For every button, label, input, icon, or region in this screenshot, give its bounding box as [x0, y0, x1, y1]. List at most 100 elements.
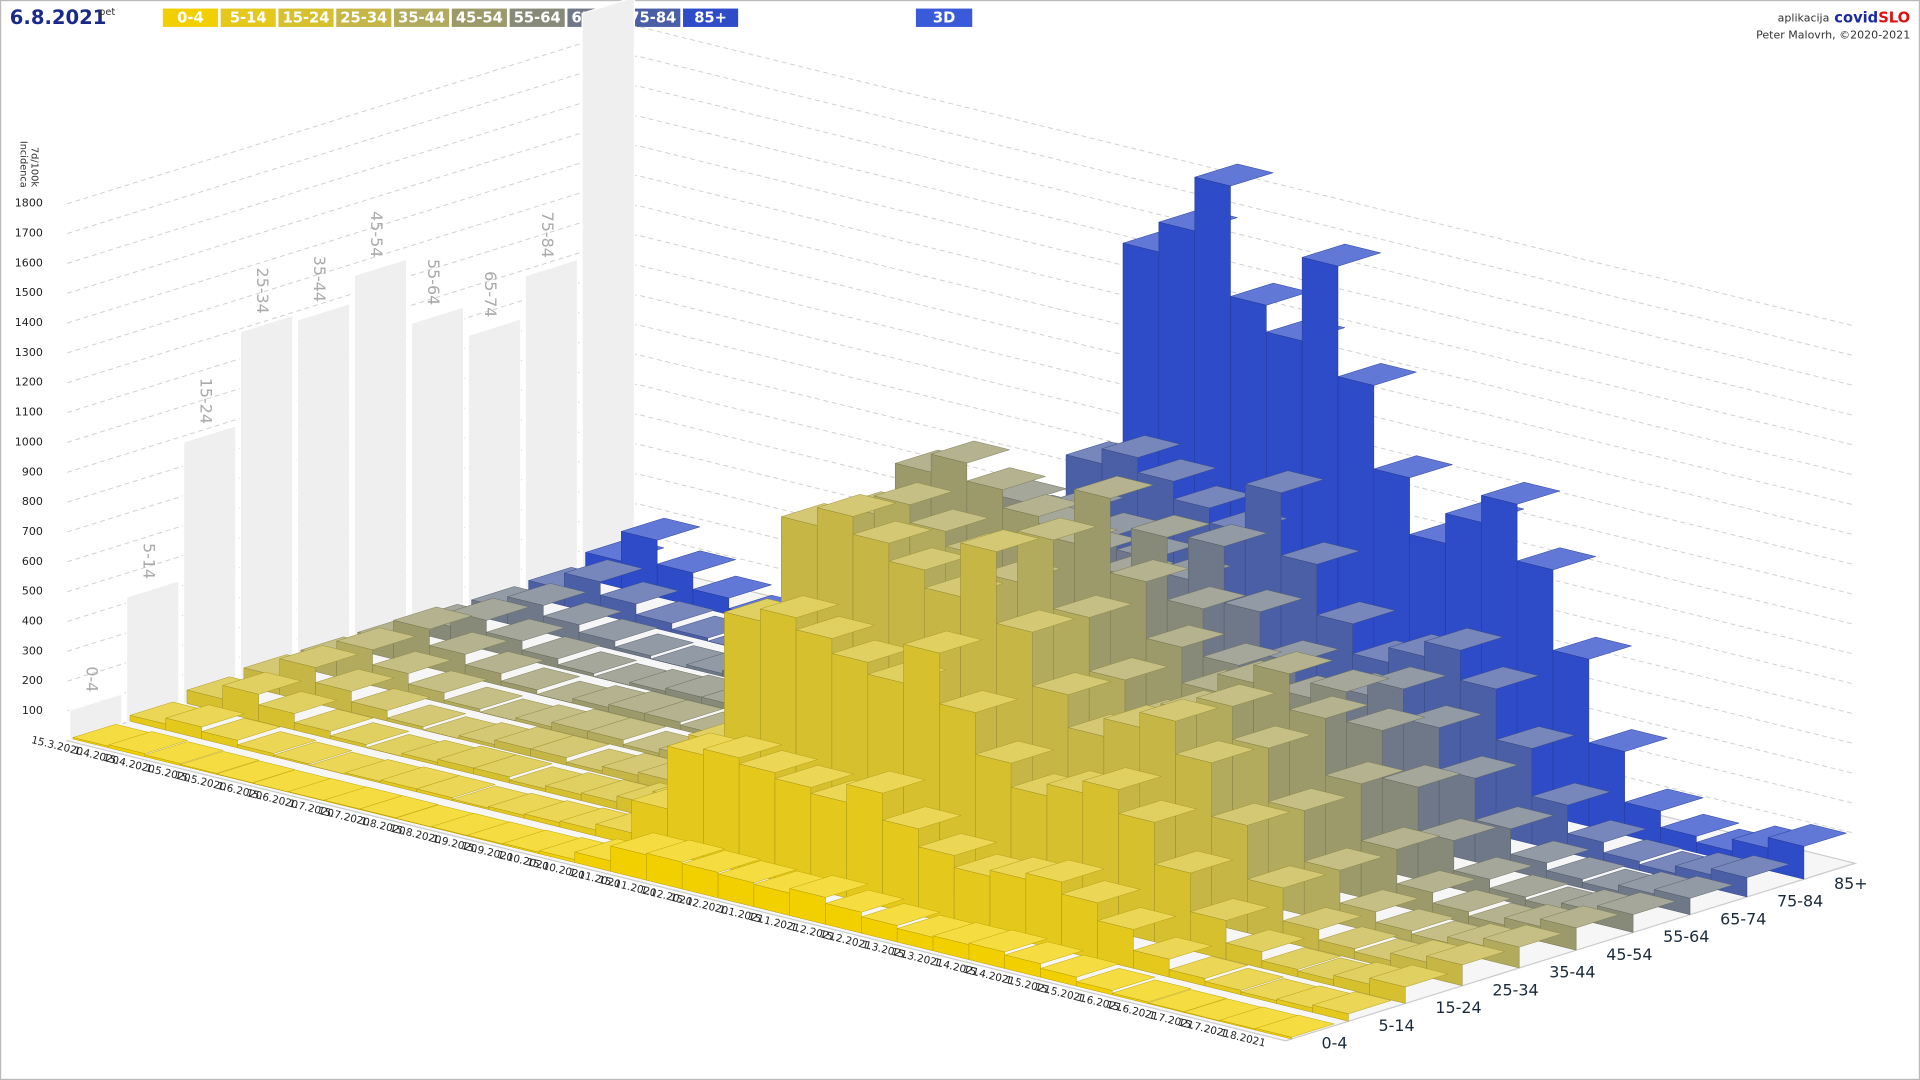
legend: 0-45-1415-2425-3435-4445-5455-6465-7475-… [162, 8, 739, 27]
wall-bar [581, 0, 636, 582]
bar-front [1552, 650, 1590, 827]
legend-swatch[interactable] [625, 8, 681, 27]
bar-front [386, 717, 424, 731]
y-tick-label: 900 [22, 465, 43, 478]
wall-bar [126, 579, 180, 724]
legend-swatch[interactable] [278, 8, 334, 27]
wall-label: 0-4 [82, 666, 101, 692]
wall-bar [239, 314, 294, 688]
wall-label: 15-24 [196, 378, 215, 424]
bar-front [1426, 955, 1463, 987]
y-tick-label: 1100 [15, 406, 43, 419]
bar-front [1004, 954, 1041, 978]
bar-front [1710, 868, 1748, 898]
y-tick-label: 600 [22, 555, 43, 568]
bar-front [1282, 920, 1320, 951]
bar-front [351, 701, 388, 722]
age-label: 5-14 [1378, 1016, 1414, 1035]
age-label: 85+ [1834, 874, 1868, 893]
legend-swatch[interactable] [394, 8, 450, 27]
legend-item[interactable]: 55-64 [509, 8, 565, 27]
bar-front [1312, 1004, 1349, 1022]
legend-label[interactable]: 5-14 [230, 9, 267, 26]
bar-front [443, 699, 481, 713]
bar-front [1225, 942, 1263, 969]
bar-front [1603, 852, 1640, 871]
legend-label[interactable]: 55-64 [514, 9, 561, 26]
bar-front [473, 767, 510, 784]
wall-bar [524, 258, 579, 599]
y-tick-label: 1800 [15, 197, 43, 210]
legend-swatch[interactable] [336, 8, 392, 27]
wall-bar [467, 318, 522, 617]
y-tick-label: 1400 [15, 316, 43, 329]
bar-front [500, 680, 538, 695]
bar-front [614, 646, 652, 660]
bar-front [521, 649, 559, 669]
bar-front [968, 942, 1005, 969]
legend-item[interactable]: 25-34 [336, 8, 392, 27]
age-label: 75-84 [1777, 892, 1823, 911]
legend-label[interactable]: 0-4 [177, 9, 204, 26]
wall-label: 45-54 [367, 211, 386, 257]
bar-front [557, 664, 595, 677]
bar-front [258, 704, 295, 731]
bar-front [1767, 837, 1805, 880]
legend-label[interactable]: 85+ [694, 9, 727, 26]
legend-item[interactable]: 75-84 [625, 8, 681, 27]
legend-item[interactable]: 45-54 [451, 8, 507, 27]
bar-front [273, 754, 310, 766]
bar-front [1111, 992, 1149, 1005]
legend-swatch[interactable] [220, 8, 276, 27]
bar-front [108, 744, 145, 758]
y-tick-label: 500 [22, 585, 43, 598]
bar-front [1168, 969, 1206, 987]
bar-front [359, 808, 396, 819]
legend-label[interactable]: 35-44 [398, 9, 445, 26]
legend-label[interactable]: 75-84 [629, 9, 676, 26]
bar-front [294, 722, 331, 740]
grid-line [67, 25, 1856, 327]
legend-swatch[interactable] [162, 8, 218, 27]
legend-label[interactable]: 15-24 [283, 9, 330, 26]
legend-item[interactable]: 5-14 [220, 8, 276, 27]
bar-front [692, 589, 730, 615]
bar-front [644, 713, 681, 730]
age-label: 55-64 [1663, 927, 1709, 946]
wall-bar [353, 258, 408, 653]
legend-label[interactable]: 45-54 [456, 9, 503, 26]
app-name-2: SLO [1878, 9, 1910, 26]
y-tick-label: 200 [22, 674, 43, 687]
wall-bar [182, 424, 237, 706]
bar-front [1369, 977, 1406, 1004]
bar-front [1489, 887, 1526, 907]
y-label: Incidenca [17, 141, 28, 188]
age-label: 15-24 [1435, 998, 1481, 1017]
legend-item[interactable]: 15-24 [278, 8, 334, 27]
bar-front [1133, 950, 1170, 978]
legend-label[interactable]: 25-34 [340, 9, 387, 26]
y-tick-label: 100 [22, 704, 43, 717]
legend-item[interactable]: 85+ [683, 8, 739, 27]
legend-swatch[interactable] [509, 8, 565, 27]
legend-swatch[interactable] [683, 8, 739, 27]
button-3d-bg[interactable] [915, 8, 973, 27]
date: 6.8.2021 [10, 6, 107, 29]
app-name: covidSLO [1834, 9, 1910, 26]
legend-item[interactable]: 0-4 [162, 8, 218, 27]
grid-line [67, 144, 1856, 446]
y-unit: 7d/100k [28, 147, 39, 187]
legend-item[interactable]: 35-44 [394, 8, 450, 27]
button-3d[interactable]: 3D [915, 8, 973, 27]
bar-front [635, 614, 673, 633]
legend-swatch[interactable] [451, 8, 507, 27]
wall-label: 75-84 [538, 212, 557, 258]
age-label: 0-4 [1322, 1034, 1348, 1053]
bar-front [1040, 968, 1077, 987]
bar-front [530, 748, 567, 766]
wall-label: 5-14 [139, 543, 158, 579]
button-3d-label[interactable]: 3D [933, 9, 955, 26]
grid-line [67, 204, 1856, 506]
